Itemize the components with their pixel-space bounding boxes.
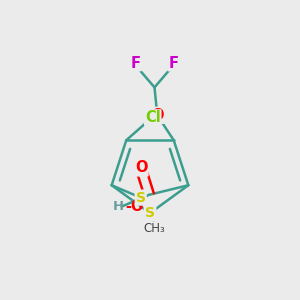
Text: -O: -O <box>125 199 144 214</box>
Text: CH₃: CH₃ <box>143 222 165 235</box>
Text: O: O <box>151 108 164 123</box>
Text: F: F <box>131 56 141 70</box>
Text: H: H <box>112 200 124 213</box>
Text: S: S <box>145 206 155 220</box>
Text: Cl: Cl <box>145 110 161 125</box>
Text: F: F <box>168 56 178 70</box>
Text: O: O <box>135 160 148 175</box>
Text: S: S <box>136 190 146 205</box>
